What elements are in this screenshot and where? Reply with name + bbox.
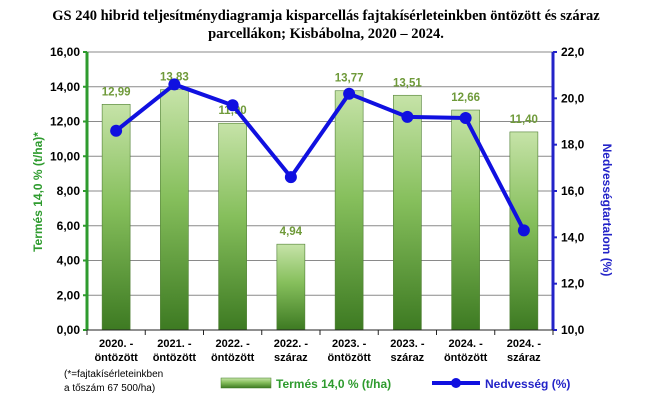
moisture-point bbox=[401, 110, 414, 123]
y-tick-label-left: 4,00 bbox=[57, 254, 81, 268]
y-tick-label-right: 22,0 bbox=[561, 45, 585, 59]
x-category-label-treatment: öntözött bbox=[327, 352, 371, 364]
bar-value-label: 13,77 bbox=[335, 73, 364, 85]
x-category-label-treatment: öntözött bbox=[211, 352, 255, 364]
x-category-label-year: 2024. - bbox=[449, 338, 484, 350]
bar-value-label: 13,83 bbox=[160, 72, 189, 84]
bar bbox=[334, 90, 364, 331]
footnote-line1: (*=fajtakísérleteinkben bbox=[64, 369, 163, 380]
y-tick-label-left: 14,00 bbox=[50, 80, 80, 94]
bar bbox=[451, 109, 480, 331]
y-axis-label-right: Nedvességtartalom (%) bbox=[600, 144, 614, 277]
bar bbox=[101, 103, 131, 331]
y-tick-label-right: 20,0 bbox=[561, 91, 585, 105]
legend: Termés 14,0 % (t/ha) Nedvesség (%) bbox=[220, 377, 570, 391]
legend-bar-label: Termés 14,0 % (t/ha) bbox=[276, 377, 391, 391]
category-labels: 2020. - öntözött 2021. - öntözött 2022. - önt… bbox=[94, 338, 541, 364]
x-category-label-year: 2022. - bbox=[274, 338, 309, 350]
moisture-series-line bbox=[114, 82, 526, 232]
moisture-point bbox=[168, 78, 181, 91]
x-category-label-treatment: száraz bbox=[391, 352, 425, 364]
axes bbox=[83, 51, 557, 335]
moisture-point bbox=[343, 87, 356, 100]
x-category-label-year: 2023. - bbox=[390, 338, 425, 350]
x-category-label-treatment: öntözött bbox=[94, 352, 138, 364]
y-tick-label-left: 2,00 bbox=[57, 288, 81, 302]
bar-value-label: 4,94 bbox=[280, 226, 303, 238]
y-tick-label-left: 16,00 bbox=[50, 45, 80, 59]
y-tick-label-right: 10,0 bbox=[561, 323, 585, 337]
chart-title-line2: parcellákon; Kisbábolna, 2020 – 2024. bbox=[208, 26, 444, 42]
tick-labels: 0,00 2,00 4,00 6,00 8,00 10,00 12,00 14,00 16,00… bbox=[50, 45, 585, 337]
legend-line-label: Nedvesség (%) bbox=[485, 377, 570, 391]
chart-title-line1: GS 240 hibrid teljesítménydiagramja kisp… bbox=[52, 8, 600, 24]
bar bbox=[276, 243, 306, 331]
bar bbox=[393, 94, 422, 331]
x-category-label-year: 2023. - bbox=[332, 338, 367, 350]
bar-value-label: 13,51 bbox=[393, 77, 422, 89]
y-tick-label-left: 8,00 bbox=[57, 184, 81, 198]
bar-value-label: 11,40 bbox=[510, 114, 538, 126]
y-tick-label-left: 0,00 bbox=[57, 323, 81, 337]
moisture-point bbox=[459, 112, 472, 125]
x-category-label-treatment: öntözött bbox=[444, 352, 488, 364]
y-tick-label-right: 14,0 bbox=[561, 230, 585, 244]
bar bbox=[160, 89, 189, 331]
y-tick-label-left: 12,00 bbox=[50, 115, 80, 129]
footnote-line2: a tőszám 67 500/ha) bbox=[64, 383, 155, 394]
legend-line-marker bbox=[451, 378, 461, 388]
y-tick-label-right: 12,0 bbox=[561, 277, 585, 291]
y-tick-label-right: 16,0 bbox=[561, 184, 585, 198]
bar bbox=[218, 122, 247, 331]
moisture-point bbox=[226, 99, 239, 112]
moisture-point bbox=[517, 224, 530, 237]
y-tick-label-left: 10,00 bbox=[50, 149, 80, 163]
y-axis-label-left: Termés 14,0 % (t/ha)* bbox=[31, 132, 45, 252]
moisture-point bbox=[110, 124, 123, 137]
x-category-label-year: 2020. - bbox=[99, 338, 134, 350]
grid bbox=[87, 51, 553, 296]
y-tick-label-right: 18,0 bbox=[561, 138, 585, 152]
x-category-label-year: 2022. - bbox=[216, 338, 251, 350]
x-category-label-treatment: száraz bbox=[274, 352, 308, 364]
bar-value-label: 12,66 bbox=[451, 92, 480, 104]
x-category-label-treatment: száraz bbox=[507, 352, 541, 364]
x-category-label-year: 2024. - bbox=[507, 338, 542, 350]
y-tick-label-left: 6,00 bbox=[57, 219, 81, 233]
legend-bar-swatch bbox=[220, 377, 272, 389]
moisture-line bbox=[110, 78, 530, 237]
x-category-label-treatment: öntözött bbox=[153, 352, 197, 364]
x-category-label-year: 2021. - bbox=[157, 338, 192, 350]
bar-value-label: 12,99 bbox=[102, 86, 131, 98]
moisture-point bbox=[284, 171, 297, 184]
